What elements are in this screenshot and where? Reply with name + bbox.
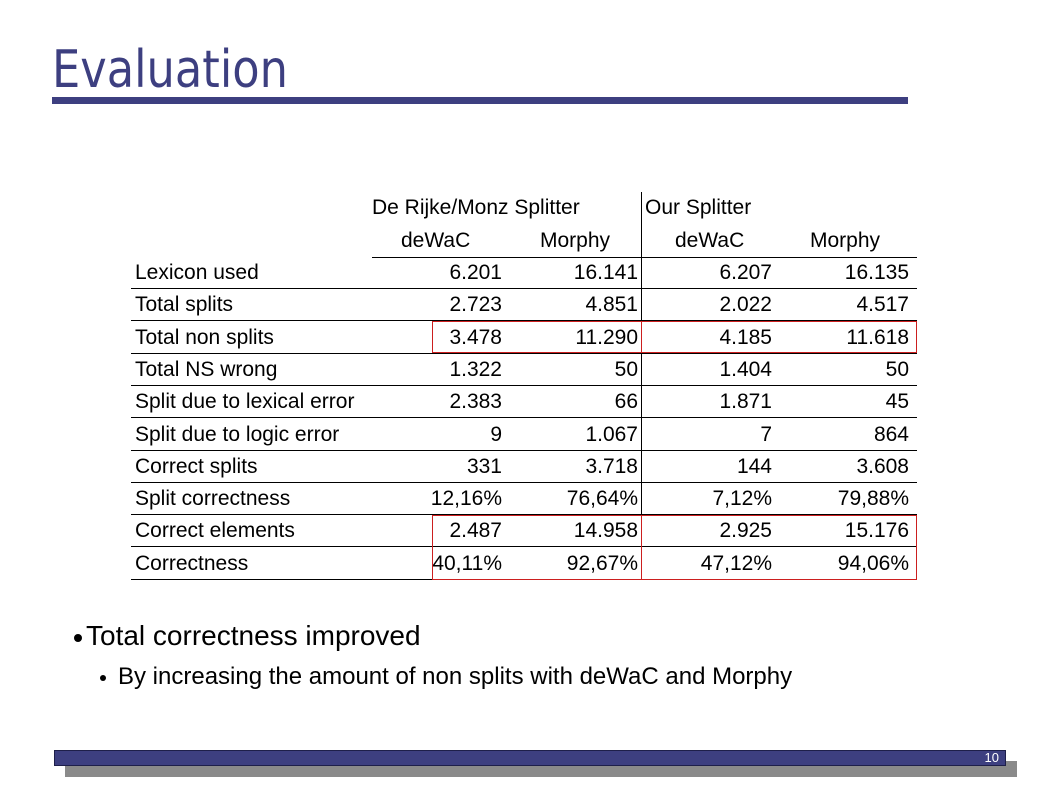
title-underline	[52, 97, 908, 104]
sub-header-dewac-2: deWaC	[675, 229, 745, 252]
row-label: Lexicon used	[135, 261, 259, 284]
bullet-sub: By increasing the amount of non splits w…	[100, 659, 792, 695]
row-rule	[131, 417, 917, 418]
row-label: Correctness	[135, 552, 249, 575]
row-rule	[131, 320, 917, 321]
highlight-box-nonsplits-derijke	[432, 321, 642, 353]
row-label: Correct splits	[135, 455, 258, 478]
table-cell: 1.404	[719, 358, 772, 381]
table-cell: 144	[736, 455, 772, 478]
table-cell: 331	[466, 455, 502, 478]
table-cell: 15.176	[844, 519, 909, 542]
row-label: Total NS wrong	[135, 358, 278, 381]
table-cell: 2.925	[719, 519, 772, 542]
row-rule	[131, 385, 917, 386]
row-label: Split correctness	[135, 487, 291, 510]
table-cell: 2.022	[719, 293, 772, 316]
table-cell: 864	[873, 423, 909, 446]
table-cell: 50	[885, 358, 909, 381]
table-cell: 66	[614, 390, 638, 413]
header-rule	[372, 257, 917, 258]
table-cell: 47,12%	[700, 552, 772, 575]
bullet-dot-icon	[100, 674, 106, 681]
table-cell: 79,88%	[837, 487, 909, 510]
table-cell: 3.718	[585, 455, 638, 478]
table-cell: 94,06%	[837, 552, 909, 575]
table-cell: 14.958	[573, 519, 638, 542]
table-cell: 2.487	[449, 519, 502, 542]
bullet-dot-icon	[74, 633, 82, 642]
table-cell: 16.135	[844, 261, 909, 284]
table-cell: 4.517	[856, 293, 909, 316]
row-label: Split due to lexical error	[135, 390, 355, 413]
sub-header-dewac-1: deWaC	[401, 229, 471, 252]
table-cell: 4.851	[585, 293, 638, 316]
bullet-main: Total correctness improved	[74, 616, 421, 656]
column-divider	[641, 192, 642, 580]
table-row: Split correctness 12,16% 76,64% 7,12% 79,88%	[131, 483, 921, 515]
table-row: Lexicon used 6.201 16.141 6.207 16.135	[131, 257, 921, 289]
highlight-box-correctness-derijke	[432, 515, 642, 580]
row-rule	[131, 353, 917, 354]
table-cell: 2.723	[449, 293, 502, 316]
table-cell: 11.290	[575, 326, 638, 349]
table-cell: 7	[760, 423, 772, 446]
table-cell: 12,16%	[430, 487, 502, 510]
row-label: Correct elements	[135, 519, 295, 542]
table-cell: 1.871	[719, 390, 772, 413]
highlight-box-nonsplits-our	[641, 321, 917, 353]
bullet-sub-text: By increasing the amount of non splits w…	[118, 663, 793, 690]
bullet-main-text: Total correctness improved	[86, 620, 421, 651]
row-label: Total splits	[135, 293, 234, 316]
table-cell: 16.141	[573, 261, 638, 284]
table-cell: 6.201	[449, 261, 502, 284]
slide-title: Evaluation	[52, 40, 288, 100]
table-cell: 7,12%	[712, 487, 772, 510]
footer-bar: 10	[54, 750, 1006, 766]
table-cell: 76,64%	[566, 487, 638, 510]
table-cell: 9	[490, 423, 502, 446]
table-row: Correct splits 331 3.718 144 3.608	[131, 451, 921, 483]
row-rule	[131, 546, 917, 547]
row-rule	[131, 482, 917, 483]
table-cell: 11.618	[846, 326, 909, 349]
page-number: 10	[984, 750, 999, 765]
row-rule	[131, 450, 917, 451]
table-cell: 45	[885, 390, 909, 413]
group-header-our-splitter: Our Splitter	[645, 196, 752, 219]
table-cell: 40,11%	[432, 552, 502, 575]
group-header-derijke: De Rijke/Monz Splitter	[372, 196, 580, 219]
table-row: Total NS wrong 1.322 50 1.404 50	[131, 354, 921, 386]
sub-header-morphy-2: Morphy	[810, 229, 881, 252]
table-cell: 6.207	[719, 261, 772, 284]
row-label: Split due to logic error	[135, 423, 340, 446]
table-row: Split due to logic error 9 1.067 7 864	[131, 419, 921, 451]
table-cell: 3.478	[449, 326, 502, 349]
sub-header-morphy-1: Morphy	[540, 229, 611, 252]
table-cell: 1.067	[585, 423, 638, 446]
table-cell: 92,67%	[566, 552, 638, 575]
table-cell: 1.322	[449, 358, 502, 381]
table-cell: 4.185	[719, 326, 772, 349]
table-cell: 50	[614, 358, 638, 381]
row-rule	[131, 288, 917, 289]
table-cell: 3.608	[856, 455, 909, 478]
table-row: Total splits 2.723 4.851 2.022 4.517	[131, 289, 921, 321]
table-row: Correct elements 2.487 14.958 2.925 15.176	[131, 515, 921, 547]
table-row: Total non splits 3.478 11.290 4.185 11.618	[131, 322, 921, 354]
row-rule	[131, 514, 917, 515]
table-cell: 2.383	[449, 390, 502, 413]
row-label: Total non splits	[135, 326, 274, 349]
highlight-box-correctness-our	[641, 515, 917, 580]
table-row: Split due to lexical error 2.383 66 1.871 45	[131, 386, 921, 418]
